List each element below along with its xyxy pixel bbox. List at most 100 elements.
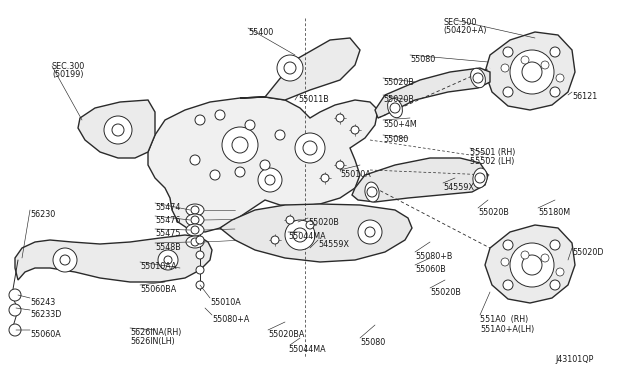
Circle shape	[196, 236, 204, 244]
Circle shape	[522, 255, 542, 275]
Polygon shape	[485, 32, 575, 110]
Circle shape	[550, 87, 560, 97]
Circle shape	[260, 160, 270, 170]
Circle shape	[501, 64, 509, 72]
Text: 55010A: 55010A	[340, 170, 371, 179]
Polygon shape	[485, 225, 575, 303]
Text: 55501 (RH): 55501 (RH)	[470, 148, 515, 157]
Text: 55020B: 55020B	[430, 288, 461, 297]
Text: 55020B: 55020B	[308, 218, 339, 227]
Circle shape	[550, 47, 560, 57]
Circle shape	[164, 256, 172, 264]
Circle shape	[503, 240, 513, 250]
Circle shape	[510, 50, 554, 94]
Text: 55400: 55400	[248, 28, 273, 37]
Polygon shape	[78, 100, 155, 158]
Text: 55080+A: 55080+A	[212, 315, 250, 324]
Ellipse shape	[388, 98, 403, 118]
Text: 550+4M: 550+4M	[383, 120, 417, 129]
Polygon shape	[240, 38, 360, 100]
Circle shape	[196, 281, 204, 289]
Ellipse shape	[186, 224, 204, 236]
Ellipse shape	[186, 236, 204, 248]
Text: 5626IN(LH): 5626IN(LH)	[130, 337, 175, 346]
Text: 55020D: 55020D	[572, 248, 604, 257]
Ellipse shape	[365, 182, 379, 202]
Text: 55020BA: 55020BA	[268, 330, 305, 339]
Circle shape	[510, 243, 554, 287]
Text: (50199): (50199)	[52, 70, 83, 79]
Circle shape	[285, 220, 315, 250]
Text: 55502 (LH): 55502 (LH)	[470, 157, 515, 166]
Circle shape	[195, 115, 205, 125]
Text: 56243: 56243	[30, 298, 55, 307]
Circle shape	[158, 250, 178, 270]
Circle shape	[60, 255, 70, 265]
Circle shape	[367, 187, 377, 197]
Text: 54559X: 54559X	[318, 240, 349, 249]
Circle shape	[541, 254, 549, 262]
Circle shape	[321, 174, 329, 182]
Circle shape	[265, 175, 275, 185]
Text: 5548B: 5548B	[155, 243, 180, 252]
Ellipse shape	[470, 68, 485, 88]
Circle shape	[191, 238, 199, 246]
Circle shape	[293, 228, 307, 242]
Circle shape	[521, 56, 529, 64]
Polygon shape	[375, 68, 490, 118]
Circle shape	[277, 55, 303, 81]
Circle shape	[550, 240, 560, 250]
Text: 55080: 55080	[410, 55, 435, 64]
Circle shape	[503, 280, 513, 290]
Circle shape	[556, 268, 564, 276]
Circle shape	[522, 62, 542, 82]
Text: 55044MA: 55044MA	[288, 345, 326, 354]
Circle shape	[9, 304, 21, 316]
Circle shape	[258, 168, 282, 192]
Text: 55020B: 55020B	[383, 95, 414, 104]
Circle shape	[53, 248, 77, 272]
Circle shape	[295, 133, 325, 163]
Circle shape	[235, 167, 245, 177]
Circle shape	[210, 170, 220, 180]
Circle shape	[503, 87, 513, 97]
Text: 551A0+A(LH): 551A0+A(LH)	[480, 325, 534, 334]
Text: 55080: 55080	[360, 338, 385, 347]
Text: SEC.500: SEC.500	[443, 18, 476, 27]
Circle shape	[112, 124, 124, 136]
Text: 55011B: 55011B	[298, 95, 329, 104]
Circle shape	[191, 226, 199, 234]
Polygon shape	[148, 97, 378, 232]
Circle shape	[191, 216, 199, 224]
Circle shape	[556, 74, 564, 82]
Text: 56121: 56121	[572, 92, 597, 101]
Text: (50420+A): (50420+A)	[443, 26, 486, 35]
Circle shape	[390, 103, 400, 113]
Circle shape	[336, 161, 344, 169]
Text: 55060A: 55060A	[30, 330, 61, 339]
Text: 55010A: 55010A	[210, 298, 241, 307]
Circle shape	[303, 141, 317, 155]
Circle shape	[473, 73, 483, 83]
Circle shape	[222, 127, 258, 163]
Circle shape	[104, 116, 132, 144]
Circle shape	[351, 126, 359, 134]
Text: 55180M: 55180M	[538, 208, 570, 217]
Circle shape	[306, 221, 314, 229]
Circle shape	[336, 114, 344, 122]
Circle shape	[475, 173, 485, 183]
Text: 55020B: 55020B	[478, 208, 509, 217]
Circle shape	[286, 216, 294, 224]
Circle shape	[232, 137, 248, 153]
Text: 55475: 55475	[155, 229, 180, 238]
Text: 55476: 55476	[155, 216, 180, 225]
Polygon shape	[15, 235, 212, 282]
Circle shape	[196, 266, 204, 274]
Circle shape	[550, 280, 560, 290]
Text: 56230: 56230	[30, 210, 55, 219]
Ellipse shape	[186, 204, 204, 216]
Text: J43101QP: J43101QP	[555, 355, 593, 364]
Circle shape	[271, 236, 279, 244]
Circle shape	[501, 258, 509, 266]
Text: 55060BA: 55060BA	[140, 285, 176, 294]
